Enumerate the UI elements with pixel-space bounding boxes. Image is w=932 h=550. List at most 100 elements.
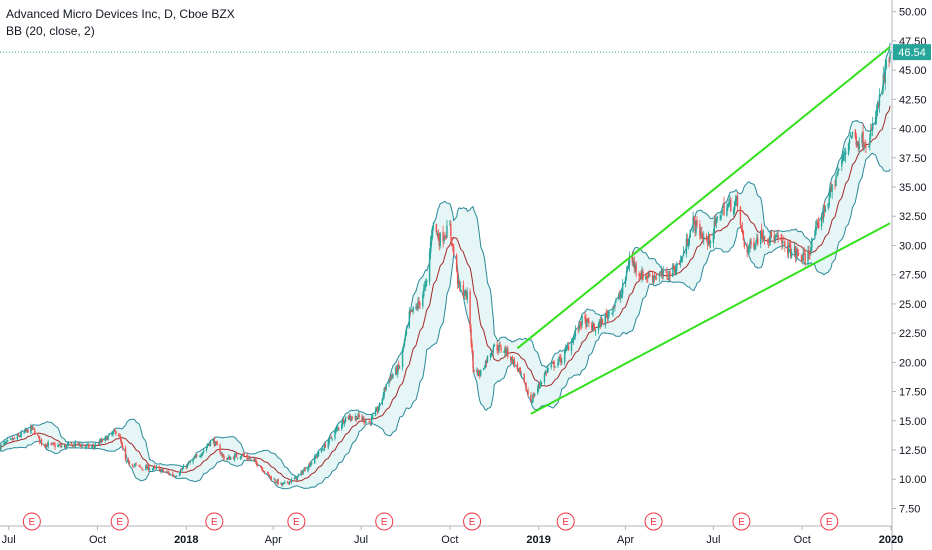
candle-body [485,360,488,363]
candle-body [70,442,73,444]
candle-body [242,453,244,456]
chart-legend: Advanced Micro Devices Inc, D, Cboe BZX … [6,6,235,40]
candle-body [50,442,52,444]
candle-body [126,460,129,462]
earnings-marker [732,512,751,531]
candle-body [254,459,256,461]
candle-body [350,418,353,420]
candle-body [135,463,137,465]
last-price-label: 46.54 [898,47,926,59]
candle-body [815,226,817,236]
candle-body [537,387,539,394]
candle-body [9,438,12,440]
candle-body [74,441,76,447]
candle-body [695,220,697,233]
candle-body [768,240,771,242]
x-tick-label: Jul [354,534,368,546]
candle-body [364,421,366,423]
candle-body [321,449,324,451]
candle-body [820,217,823,227]
candle-body [53,443,55,445]
earnings-marker [644,512,663,531]
candle-body [159,468,161,473]
candle-body [618,294,620,299]
candle-body [300,471,302,475]
candle-body [787,245,789,254]
candle-body [307,468,309,472]
candle-body [455,255,458,271]
candle-body [469,291,471,328]
x-tick-label: Apr [265,534,282,546]
candle-body [702,236,704,238]
bollinger-bands [0,42,891,490]
candle-body [175,475,178,477]
candle-body [585,317,587,328]
candle-body [775,235,777,237]
candle-body [680,256,683,262]
candle-body [202,450,205,452]
candle-body [869,138,871,146]
candle-body [172,473,174,476]
candle-body [236,457,239,459]
candle-body [597,324,600,331]
candle-body [836,175,838,176]
candle-body [404,333,407,339]
candle-body [493,343,495,347]
candle-body [757,238,759,244]
candle-body [284,481,286,483]
candle-body [788,243,791,245]
candle-body [507,348,509,357]
candle-body [865,146,867,148]
earnings-label: E [650,517,657,528]
candle-body [342,419,344,426]
candle-body [370,416,373,424]
candle-body [45,444,48,448]
candle-body [648,273,650,277]
candle-body [874,117,877,124]
candle-body [503,351,505,353]
candle-body [781,236,783,245]
earnings-label: E [116,517,123,528]
candle-body [700,233,702,235]
candle-body [429,241,432,254]
candle-body [851,132,854,135]
candle-body [382,394,384,399]
x-tick-label: Jul [2,534,16,546]
candle-body [357,414,359,418]
candle-body [766,240,769,242]
candle-body [480,370,482,376]
candle-body [624,276,627,284]
candle-body [229,456,231,460]
candle-body [106,436,108,441]
candle-body [87,444,89,446]
earnings-marker [287,512,306,531]
candle-body [107,435,109,440]
candle-body [531,401,533,403]
candle-body [173,475,175,477]
candle-body [588,320,590,324]
candle-body [261,468,264,471]
candle-body [60,445,62,447]
candle-body [578,321,580,329]
candle-body [545,371,548,374]
candle-body [199,456,201,457]
candle-body [834,184,836,186]
candle-body [320,449,323,453]
candle-body [405,328,408,335]
candle-body [368,421,370,423]
candle-body [43,444,46,446]
candle-body [490,352,493,355]
candle-body [33,427,35,430]
candle-body [721,208,723,215]
candle-body [790,252,793,258]
candle-body [25,429,27,432]
candle-body [418,300,420,304]
candle-body [730,199,732,212]
candle-body [99,440,102,442]
candle-body [66,443,69,445]
candle-body [61,446,63,447]
candle-body [241,453,244,456]
candle-body [358,414,360,418]
candle-body [91,445,94,447]
